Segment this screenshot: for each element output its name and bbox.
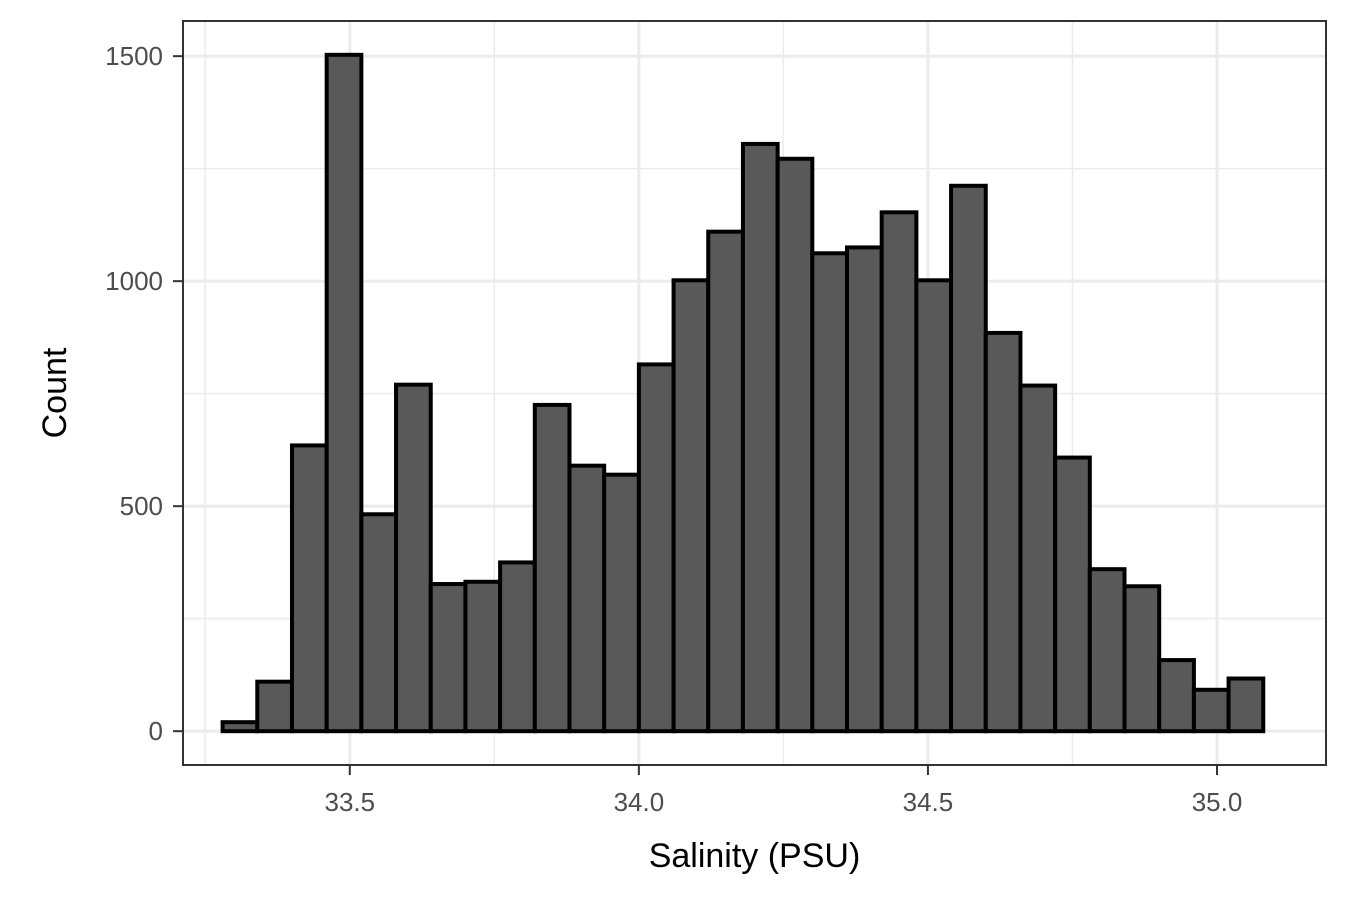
histogram-bars — [220, 52, 1266, 734]
y-tick-label: 0 — [149, 716, 163, 746]
histogram-bar — [602, 472, 641, 734]
y-tick-label: 1500 — [105, 41, 163, 71]
x-axis-title: Salinity (PSU) — [649, 837, 861, 875]
x-tick-label: 34.0 — [614, 787, 665, 817]
histogram-bar — [914, 278, 954, 734]
histogram-bar — [706, 229, 745, 734]
histogram-bar — [1226, 676, 1266, 734]
y-axis-title: Count — [36, 347, 74, 438]
histogram-bar — [324, 52, 364, 734]
histogram-bar — [463, 579, 503, 734]
histogram-bar — [1157, 658, 1196, 734]
histogram-bar — [636, 362, 676, 734]
histogram-bar — [983, 330, 1023, 734]
histogram-bar — [1122, 584, 1162, 734]
histogram-bar — [289, 443, 329, 734]
histogram-bar — [949, 183, 988, 734]
histogram-bar — [740, 141, 780, 734]
histogram-bar — [671, 278, 711, 734]
histogram-bar — [1191, 687, 1231, 734]
x-tick-label: 33.5 — [324, 787, 375, 817]
histogram-bar — [1018, 383, 1058, 734]
histogram-bar — [532, 402, 572, 734]
histogram-bar — [255, 679, 294, 734]
x-tick-label: 35.0 — [1192, 787, 1243, 817]
panel-border — [182, 20, 1327, 766]
x-axis-ticks: 33.5 34.0 34.5 35.0 — [324, 765, 1242, 817]
histogram-bar — [220, 720, 260, 734]
histogram-bar — [428, 582, 468, 734]
histogram-bar — [394, 382, 433, 734]
histogram-bar — [359, 512, 399, 734]
y-tick-label: 1000 — [105, 266, 163, 296]
histogram-bar — [498, 560, 537, 734]
x-tick-label: 34.5 — [903, 787, 954, 817]
histogram-bar — [567, 463, 607, 734]
y-axis-ticks: 0 500 1000 1500 — [105, 41, 183, 746]
histogram-bar — [775, 156, 815, 734]
y-tick-label: 500 — [120, 491, 163, 521]
histogram-bar — [879, 210, 919, 734]
histogram-bar — [810, 251, 850, 734]
histogram-bar — [1053, 455, 1092, 734]
histogram-bar — [845, 245, 884, 734]
histogram-bar — [1087, 567, 1127, 734]
